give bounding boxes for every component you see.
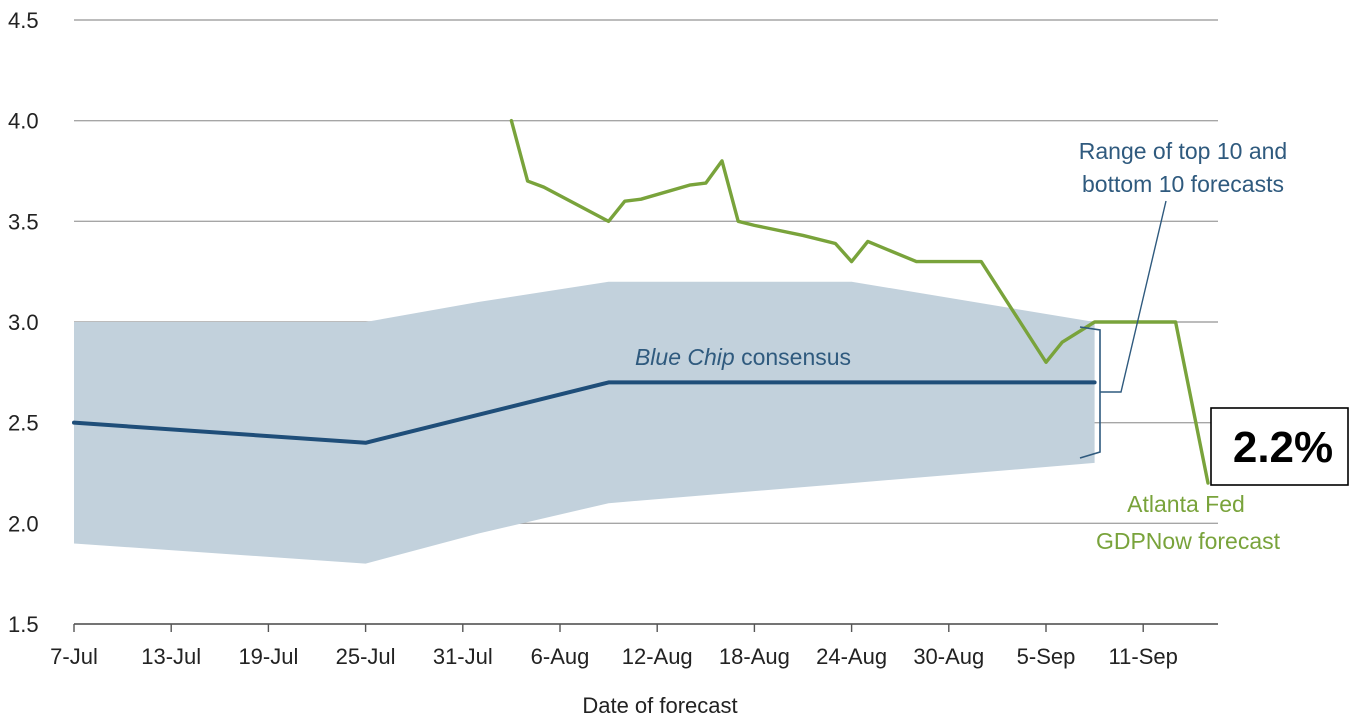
range-label-line2: bottom 10 forecasts [1082,171,1284,197]
y-tick-label: 3.5 [8,209,39,234]
y-tick-label: 1.5 [8,612,39,637]
gdpnow-forecast-line [509,118,1210,485]
x-tick-label: 11-Sep [1109,644,1178,669]
x-tick-label: 6-Aug [531,644,590,669]
gdpnow-label-line1: Atlanta Fed [1127,491,1245,517]
band-layer [74,281,1095,564]
x-tick-label: 12-Aug [622,644,693,669]
x-tick-label: 30-Aug [913,644,984,669]
range-label-line1: Range of top 10 and [1079,138,1287,164]
blue-chip-consensus-line [72,380,1097,445]
blue-chip-label: Blue Chip consensus [635,344,851,370]
x-axis-label: Date of forecast [582,693,737,718]
y-tick-label: 2.5 [8,411,39,436]
forecast-range-band [74,281,1095,564]
gdpnow-label-line2: GDPNow forecast [1096,528,1281,554]
y-tick-label: 2.0 [8,511,39,536]
x-tick-label: 19-Jul [238,644,298,669]
range-leader-line [1100,200,1167,393]
x-tick-label: 5-Sep [1017,644,1076,669]
callout-box [1210,407,1349,486]
series-layer [72,118,1210,485]
axis-layer: 1.5 2.0 2.5 3.0 3.5 4.0 4.5 7-Jul 13-Jul 19-Jul 25… [8,8,1218,669]
blue-chip-label-rest: consensus [735,344,851,370]
x-tick-label: 18-Aug [719,644,790,669]
x-tick-label: 7-Jul [50,644,98,669]
x-tick-label: 31-Jul [433,644,493,669]
range-bracket [1079,326,1101,459]
y-tick-label: 4.5 [8,8,39,33]
y-tick-label: 3.0 [8,310,39,335]
blue-chip-label-italic: Blue Chip [635,344,735,370]
x-tick-label: 25-Jul [336,644,396,669]
callout-value: 2.2% [1233,423,1333,472]
y-tick-label: 4.0 [8,109,39,134]
x-tick-label: 24-Aug [816,644,887,669]
x-tick-label: 13-Jul [141,644,201,669]
